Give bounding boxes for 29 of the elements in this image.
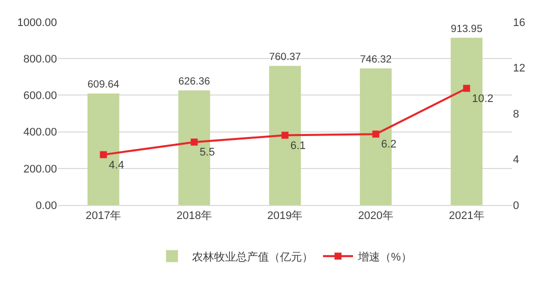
data-label: 913.95 [450, 24, 483, 35]
point [463, 84, 470, 92]
point [190, 138, 198, 146]
y-tick-label: 0.00 [36, 200, 57, 212]
y-tick-label: 200.00 [23, 163, 57, 176]
data-label: 746.32 [360, 54, 392, 66]
x-tick-label: 2019年 [267, 210, 303, 222]
x-tick-label: 2021年 [448, 210, 484, 222]
data-label: 760.37 [269, 52, 302, 64]
legend-label: 增速（%） [357, 250, 412, 264]
y-tick-label: 800.00 [23, 53, 57, 66]
y2-tick-label: 12 [513, 62, 526, 75]
data-label: 10.2 [472, 92, 494, 105]
point [372, 130, 380, 138]
y2-tick-label: 8 [513, 108, 520, 120]
data-label: 609.64 [88, 80, 120, 91]
y-tick-label: 600.00 [23, 90, 57, 102]
legend-label: 农林牧业总产值（亿元） [192, 250, 313, 264]
x-tick-label: 2018年 [176, 210, 212, 222]
x-tick-label: 2017年 [86, 210, 122, 222]
y-tick-label: 400.00 [23, 126, 57, 139]
y2-tick-label: 0 [513, 200, 520, 212]
data-label: 626.36 [178, 76, 210, 88]
y2-tick-label: 16 [513, 16, 526, 29]
point [282, 132, 288, 139]
point [100, 151, 107, 158]
y-tick-label: 1000.00 [17, 16, 57, 29]
x-tick-label: 2020年 [358, 210, 394, 222]
y2-tick-label: 4 [513, 154, 520, 166]
